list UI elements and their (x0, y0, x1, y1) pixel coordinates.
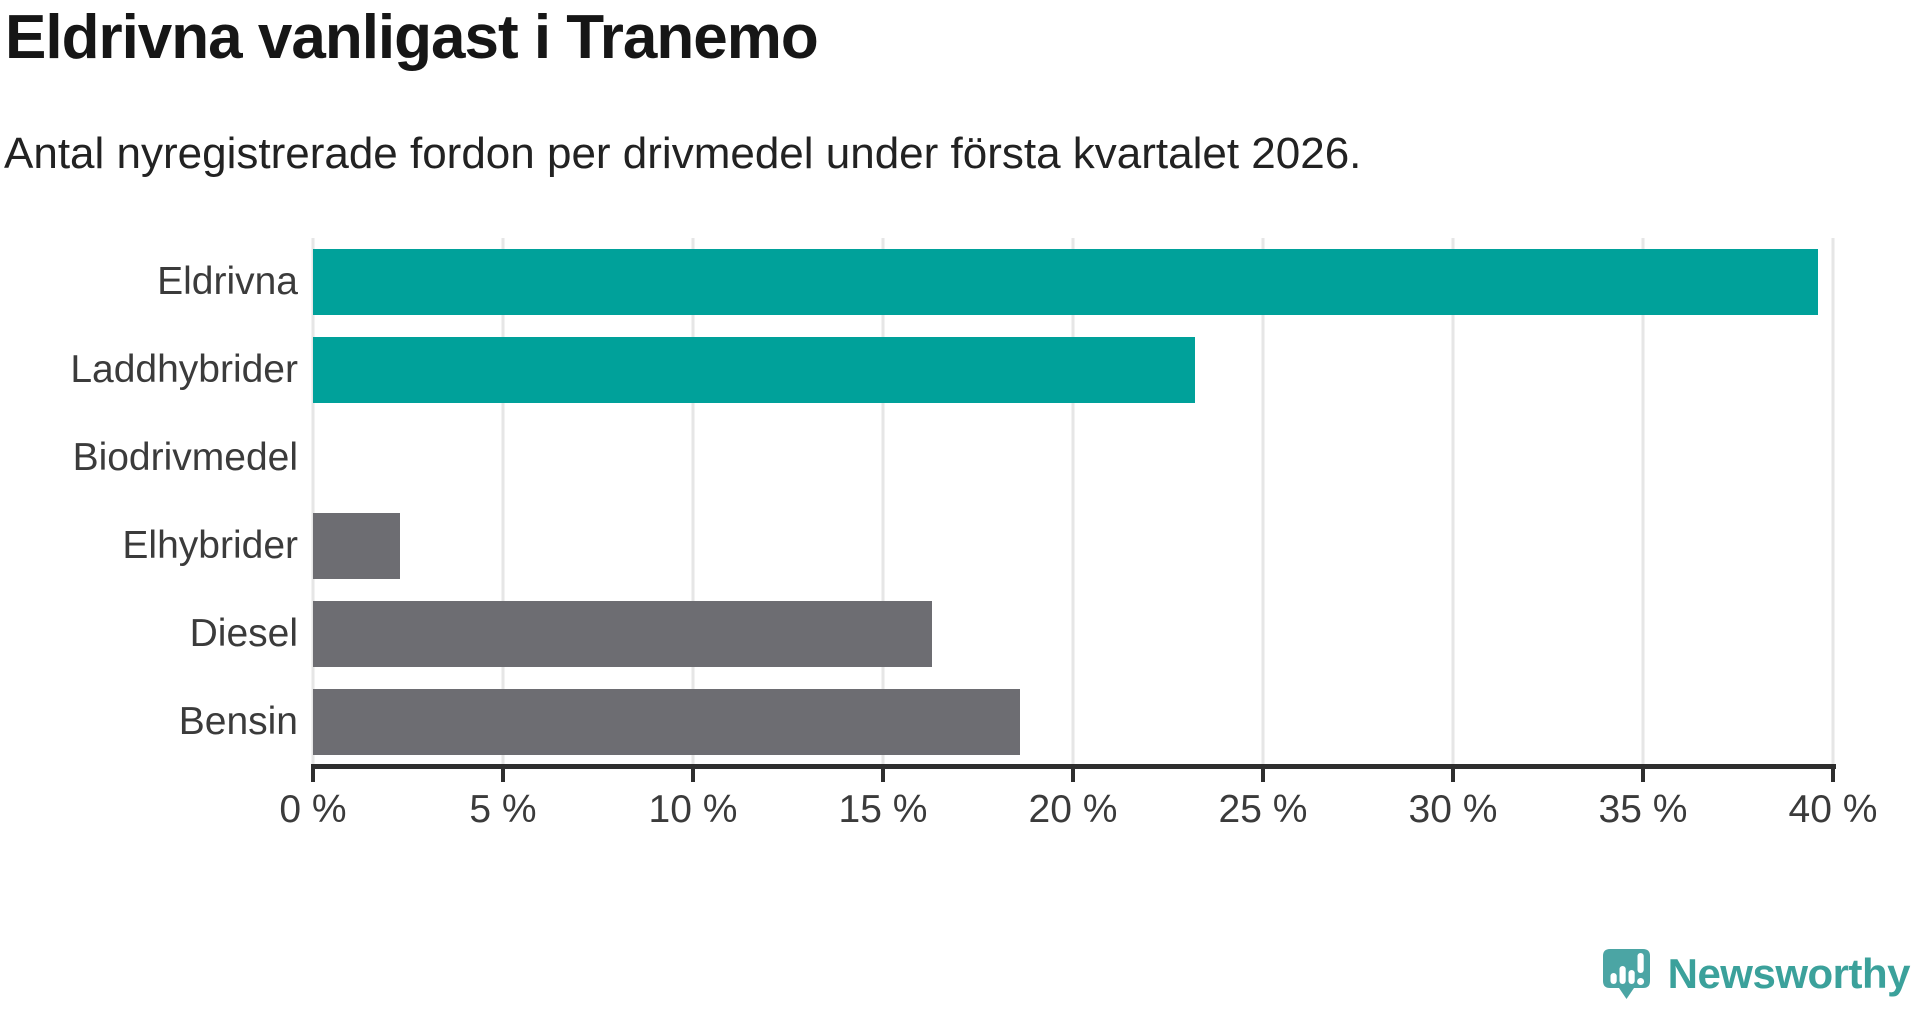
x-axis-tick (1071, 769, 1075, 782)
chart-row: Eldrivna (157, 238, 1833, 326)
x-axis-tick-label: 15 % (838, 788, 928, 831)
gridline (1831, 238, 1835, 766)
x-axis-tick (1831, 769, 1835, 782)
gridline (311, 238, 315, 766)
newsworthy-logo: Newsworthy (1598, 945, 1911, 1002)
gridline (1451, 238, 1455, 766)
x-axis-tick-label: 10 % (648, 788, 738, 831)
x-axis-tick (691, 769, 695, 782)
category-label: Bensin (178, 700, 298, 743)
x-axis-tick-label: 35 % (1598, 788, 1688, 831)
chart-row: Bensin (179, 678, 1833, 766)
bar (313, 337, 1195, 403)
chart-row: Laddhybrider (70, 326, 1833, 414)
chart-row: Diesel (190, 590, 1833, 678)
x-axis-tick-label: 25 % (1218, 788, 1308, 831)
category-label: Diesel (189, 612, 298, 655)
bar (313, 601, 933, 667)
x-axis-tick (1451, 769, 1455, 782)
bar-chart-plot-area: Eldrivna Laddhybrider Biodrivmedel Elhybrid… (70, 238, 1835, 766)
x-axis-tick (1261, 769, 1265, 782)
x-axis-tick-label: 20 % (1028, 788, 1118, 831)
category-label: Laddhybrider (70, 348, 298, 391)
newsworthy-logo-text: Newsworthy (1667, 949, 1911, 997)
gridline (501, 238, 505, 766)
gridline (1071, 238, 1075, 766)
x-axis-tick (1641, 769, 1645, 782)
x-axis-tick-label: 30 % (1408, 788, 1498, 831)
bar (313, 689, 1020, 755)
x-axis-tick-label: 40 % (1788, 788, 1878, 831)
gridline (1261, 238, 1265, 766)
x-axis-tick (881, 769, 885, 782)
x-axis-tick (311, 769, 315, 782)
bar (313, 249, 1818, 315)
x-axis-tick-label: 0 % (279, 788, 347, 831)
chart-row: Biodrivmedel (73, 414, 1833, 502)
category-label: Biodrivmedel (72, 436, 298, 479)
gridline (881, 238, 885, 766)
category-label: Elhybrider (122, 524, 298, 567)
bar (313, 513, 401, 579)
chart-title: Eldrivna vanligast i Tranemo (5, 3, 819, 72)
x-axis-tick-label: 5 % (469, 788, 537, 831)
x-axis-tick (501, 769, 505, 782)
chart-subtitle: Antal nyregistrerade fordon per drivmede… (4, 129, 1362, 178)
gridline (1641, 238, 1645, 766)
x-axis-line (311, 764, 1836, 769)
category-label: Eldrivna (157, 260, 298, 303)
gridline (691, 238, 695, 766)
newsworthy-chart-bubble-icon (1602, 949, 1650, 999)
chart-row: Elhybrider (122, 502, 1833, 590)
